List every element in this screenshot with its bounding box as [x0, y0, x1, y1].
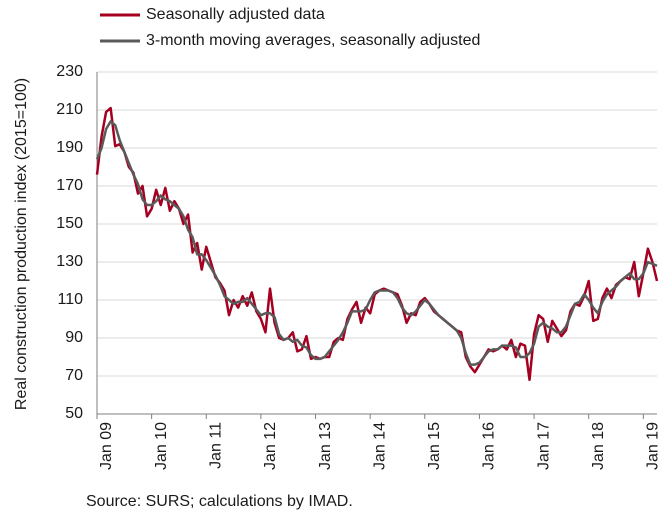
x-tick-label: Jan 17	[535, 422, 552, 470]
y-tick-label: 130	[56, 253, 83, 270]
y-tick-label: 170	[56, 177, 83, 194]
y-tick-label: 150	[56, 215, 83, 232]
y-tick-label: 50	[65, 405, 83, 422]
source-note: Source: SURS; calculations by IMAD.	[86, 493, 353, 510]
x-tick-label: Jan 10	[153, 422, 170, 470]
x-tick-label: Jan 19	[645, 422, 662, 470]
x-tick-label: Jan 09	[98, 422, 115, 470]
x-tick-label: Jan 18	[590, 422, 607, 470]
y-axis-title: Real construction production index (2015…	[13, 78, 30, 410]
y-tick-label: 90	[65, 329, 83, 346]
x-tick-label: Jan 11	[207, 422, 224, 469]
y-tick-label: 110	[57, 291, 83, 308]
series-line	[95, 120, 658, 366]
x-tick-label: Jan 12	[262, 422, 279, 470]
y-tick-label: 210	[56, 101, 83, 118]
y-tick-label: 230	[56, 63, 83, 80]
x-tick-label: Jan 13	[317, 422, 334, 470]
legend-label: Seasonally adjusted data	[146, 6, 325, 23]
x-tick-label: Jan 16	[481, 422, 498, 470]
legend-label: 3-month moving averages, seasonally adju…	[146, 32, 480, 49]
x-tick-label: Jan 15	[426, 422, 443, 470]
y-tick-label: 70	[65, 367, 83, 384]
series-line	[95, 106, 659, 382]
y-tick-label: 190	[56, 139, 83, 156]
x-tick-label: Jan 14	[371, 422, 388, 470]
